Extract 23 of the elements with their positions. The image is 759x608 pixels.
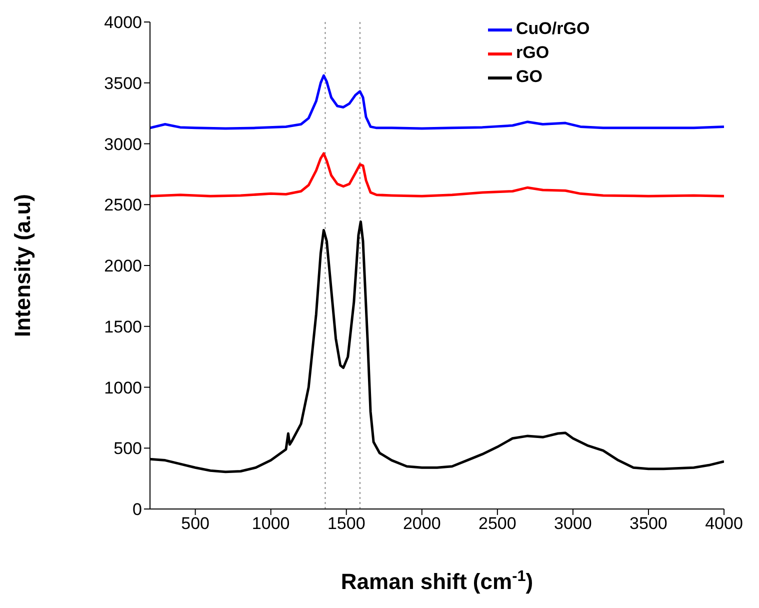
y-axis-title: Intensity (a.u) xyxy=(10,194,35,338)
y-tick-label: 1000 xyxy=(104,378,142,398)
y-tick-label: 3000 xyxy=(104,134,142,154)
x-tick-label: 1000 xyxy=(252,514,290,534)
y-tick-label: 4000 xyxy=(104,13,142,32)
x-tick-label: 1500 xyxy=(327,514,366,534)
y-tick-label: 500 xyxy=(114,439,142,458)
y-tick-label: 0 xyxy=(132,500,142,520)
x-tick-label: 2000 xyxy=(402,514,441,534)
x-tick-label: 500 xyxy=(181,514,210,534)
x-tick-label: 4000 xyxy=(705,514,743,534)
y-tick-label: 3500 xyxy=(104,74,142,93)
y-tick-label: 2000 xyxy=(104,256,142,276)
legend-label: CuO/rGO xyxy=(516,18,590,38)
legend-label: GO xyxy=(516,66,542,86)
y-tick-label: 2500 xyxy=(104,196,142,215)
x-tick-label: 3000 xyxy=(554,514,592,534)
x-tick-label: 3500 xyxy=(630,514,668,534)
x-tick-label: 2500 xyxy=(478,514,516,534)
legend-label: rGO xyxy=(516,42,550,62)
x-axis-title: Raman shift (cm$^{-1}$) xyxy=(340,568,534,594)
line-series xyxy=(150,152,724,198)
y-tick-label: 1500 xyxy=(104,317,142,336)
